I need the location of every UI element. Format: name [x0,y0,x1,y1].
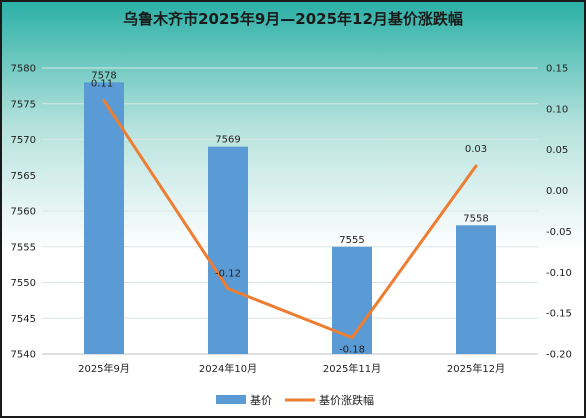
line-data-label: 0.11 [91,79,113,90]
bar-data-label: 7558 [463,213,488,224]
bar-data-label: 7555 [339,235,364,246]
line-series [102,99,478,340]
line-point [350,336,354,340]
bar-data-label: 7578 [91,70,116,81]
chart-title: 乌鲁木齐市2025年9月—2025年12月基价涨跌幅 [123,10,463,28]
x-tick-label: 2025年12月 [447,362,505,375]
y-left-tick-label: 7540 [11,350,36,361]
y-left-tick-label: 7570 [11,135,36,146]
y-right-tick-label: 0.10 [546,104,568,115]
y-left-tick-label: 7550 [11,278,36,289]
line-data-label: -0.18 [339,345,365,356]
line-point [226,287,230,291]
x-tick-label: 2024年10月 [199,362,257,375]
y-right-tick-label: -0.10 [546,268,572,279]
y-left-tick-label: 7555 [11,242,36,253]
y-left-tick-label: 7580 [11,64,36,75]
y-left-tick-label: 7565 [11,171,36,182]
bar [208,146,248,354]
y-right-tick-label: -0.15 [546,309,572,320]
y-left-tick-label: 7545 [11,314,36,325]
y-left-tick-label: 7560 [11,207,36,218]
bar [84,82,124,355]
bar-data-label: 7569 [215,135,240,146]
line-data-label: -0.12 [215,269,241,280]
legend-swatch-bar [216,395,246,404]
legend-label-bar: 基价 [250,394,272,407]
legend-label-line: 基价涨跌幅 [319,393,374,407]
y-right-tick-label: -0.05 [546,227,572,238]
y-right-tick-label: 0.05 [546,145,568,156]
line-data-label: 0.03 [465,144,487,155]
y-right-tick-label: -0.20 [546,350,572,361]
line-point [102,99,106,103]
x-tick-label: 2025年9月 [78,362,130,375]
x-tick-label: 2025年11月 [323,362,381,375]
bar [456,225,496,354]
y-right-tick-label: 0.00 [546,186,568,197]
line-point [474,164,478,168]
y-left-tick-label: 7575 [11,99,36,110]
y-right-tick-label: 0.15 [546,64,568,75]
